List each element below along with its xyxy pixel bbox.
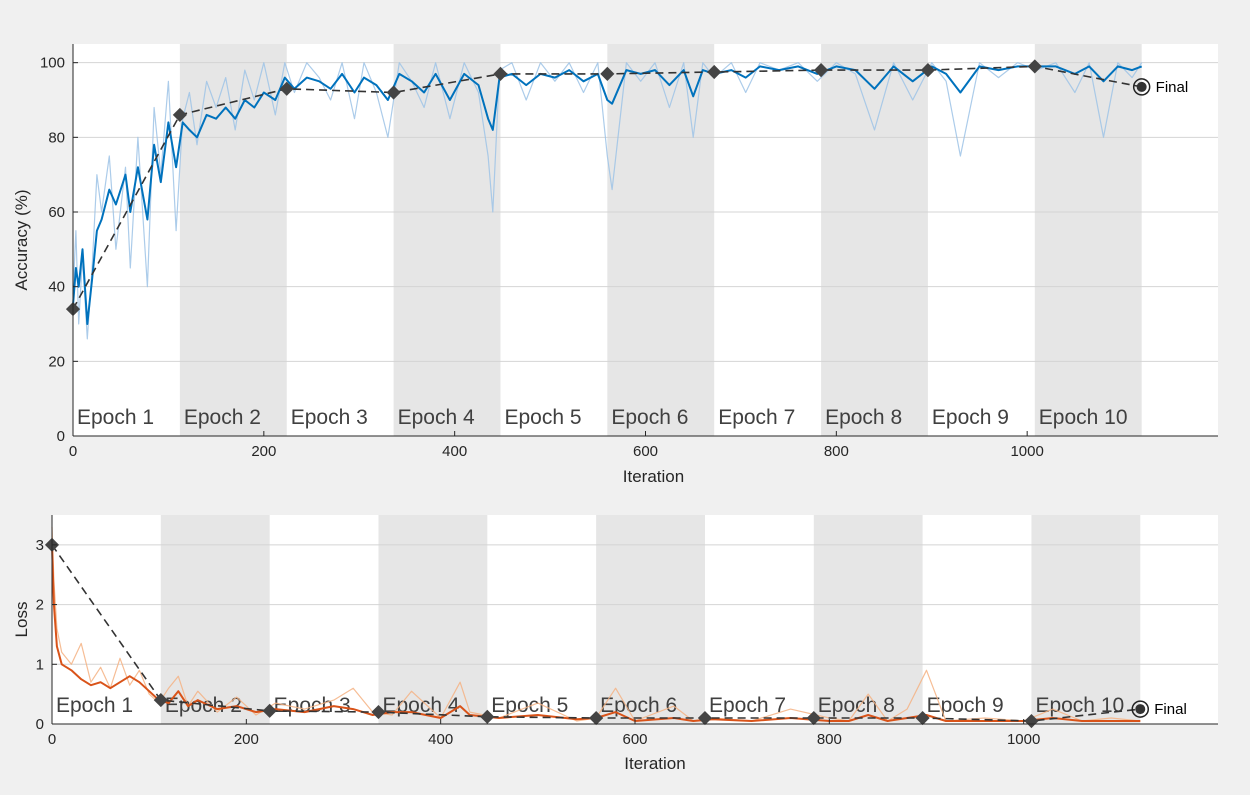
loss-x-tick-label: 400 [428,731,453,748]
accuracy-x-tick-label: 0 [69,443,77,460]
accuracy-x-axis-label: Iteration [623,467,684,486]
loss-validation-point [262,703,277,718]
loss-y-tick-label: 0 [36,716,44,733]
accuracy-validation-point [920,63,936,78]
loss-y-tick-label: 3 [36,537,44,554]
loss-epoch-label: Epoch 8 [818,694,895,717]
accuracy-epoch-label: Epoch 9 [932,406,1009,429]
loss-x-tick-label: 200 [234,731,259,748]
accuracy-epoch-label: Epoch 1 [77,406,154,429]
accuracy-validation-point [279,81,294,96]
loss-epoch-label: Epoch 1 [56,694,133,717]
accuracy-epoch-label: Epoch 2 [184,406,261,429]
accuracy-validation-point [813,63,829,78]
loss-x-tick-label: 0 [48,731,56,748]
accuracy-epoch-label: Epoch 4 [398,406,475,429]
accuracy-epoch-label: Epoch 5 [504,406,581,429]
loss-x-tick-label: 800 [817,731,842,748]
loss-y-tick-label: 1 [36,656,44,673]
loss-validation-point [806,710,821,726]
accuracy-validation-point [386,85,401,100]
accuracy-y-tick-label: 0 [57,428,65,445]
loss-epoch-label: Epoch 7 [709,694,786,717]
loss-epoch-band [1031,515,1141,724]
accuracy-series-smoothed [72,65,1143,325]
loss-epoch-band [813,515,923,724]
loss-x-axis-label: Iteration [624,754,685,773]
loss-validation-point [153,693,168,708]
loss-validation-point [915,710,930,726]
accuracy-x-tick-label: 800 [824,443,849,460]
accuracy-y-tick-label: 20 [48,353,65,370]
accuracy-validation-point [493,66,508,81]
loss-final-marker-ring [1131,700,1150,718]
accuracy-epoch-band [1034,44,1142,436]
loss-validation-point [589,710,604,726]
accuracy-final-marker-ring [1132,78,1151,96]
accuracy-y-tick-label: 40 [48,279,65,296]
accuracy-validation-point [1027,59,1042,74]
loss-epoch-label: Epoch 10 [1035,694,1124,717]
accuracy-y-axis-label: Accuracy (%) [12,189,31,290]
loss-plot: Epoch 1 Epoch 2 Epoch 3 Epoch 4 Epoch 5 Epoch… [12,515,1218,773]
accuracy-epoch-band [179,44,287,436]
accuracy-y-tick-label: 60 [48,204,65,221]
loss-validation-point [480,709,495,724]
accuracy-final-marker [1136,81,1147,92]
accuracy-plot: Epoch 1 Epoch 2 Epoch 3 Epoch 4 Epoch 5 Epoch… [12,44,1218,486]
loss-epoch-label: Epoch 6 [600,694,677,717]
accuracy-epoch-label: Epoch 10 [1039,406,1128,429]
accuracy-final-label: Final [1156,79,1189,96]
accuracy-epoch-label: Epoch 6 [611,406,688,429]
loss-validation-point [1024,713,1039,729]
loss-x-tick-label: 1000 [1007,731,1040,748]
loss-validation-point [697,710,713,726]
loss-y-axis-label: Loss [12,602,31,638]
accuracy-validation-point [707,64,722,80]
loss-x-tick-label: 600 [622,731,647,748]
loss-y-tick-label: 2 [36,597,44,614]
loss-validation-point [371,704,386,720]
accuracy-x-tick-label: 400 [442,443,467,460]
accuracy-y-tick-label: 100 [40,55,65,72]
accuracy-validation-point [600,66,615,81]
accuracy-y-tick-label: 80 [48,129,65,146]
accuracy-epoch-band [821,44,928,436]
loss-series-smoothed [51,544,1141,722]
accuracy-x-tick-label: 600 [633,443,658,460]
accuracy-epoch-label: Epoch 3 [291,406,368,429]
accuracy-x-tick-label: 200 [251,443,276,460]
accuracy-x-tick-label: 1000 [1010,443,1043,460]
loss-epoch-band [160,515,270,724]
loss-epoch-label: Epoch 9 [927,694,1004,717]
loss-epoch-band [378,515,488,724]
accuracy-epoch-label: Epoch 7 [718,406,795,429]
loss-epoch-label: Epoch 5 [491,694,568,717]
loss-final-label: Final [1154,701,1187,718]
accuracy-epoch-label: Epoch 8 [825,406,902,429]
loss-final-marker [1135,704,1146,715]
